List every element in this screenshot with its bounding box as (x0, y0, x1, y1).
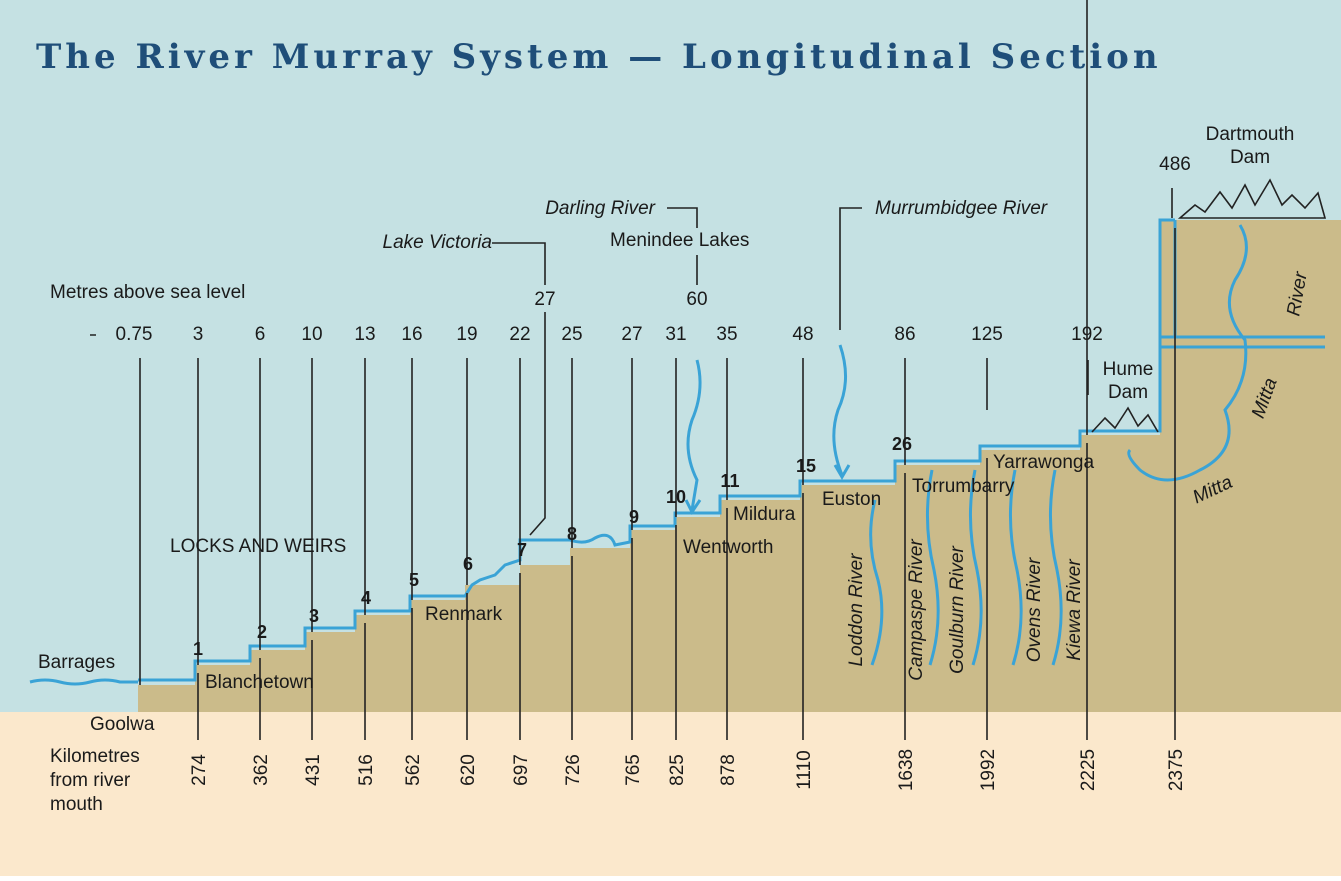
lock-number: 5 (409, 570, 419, 590)
distance-label: 274 (189, 754, 210, 786)
distance-label: 697 (511, 754, 532, 786)
lock-number: 2 (257, 622, 267, 642)
distance-label: 516 (356, 754, 377, 786)
elevation-label: 31 (665, 324, 686, 345)
upper-elevation: 27 (534, 289, 555, 310)
distance-heading: from river (50, 770, 131, 791)
distance-label: 2225 (1078, 749, 1099, 791)
tributary-label: Ovens River (1024, 557, 1045, 662)
tributary-label: Campaspe River (906, 539, 927, 681)
callout-label: Lake Victoria (383, 232, 493, 253)
distance-label: 620 (458, 754, 479, 786)
lock-number: 7 (517, 540, 527, 560)
lock-number: 26 (892, 434, 912, 454)
elevation-label: 13 (354, 324, 375, 345)
distance-label: 2375 (1166, 749, 1187, 791)
murrumbidgee-river (832, 344, 851, 480)
callout-lines (90, 188, 1173, 536)
distance-label: 1638 (896, 749, 917, 791)
elevation-label: 48 (792, 324, 813, 345)
lock-number: 6 (463, 554, 473, 574)
lock-number: 11 (720, 471, 739, 491)
elevation-label: 86 (894, 324, 915, 345)
place-label: Wentworth (683, 537, 773, 558)
tributary-waves (869, 469, 1063, 666)
lock-number: 10 (666, 487, 686, 507)
hume-mountains (1091, 406, 1159, 433)
distance-label: 765 (623, 754, 644, 786)
distance-label: 825 (667, 754, 688, 786)
elevation-label: 19 (456, 324, 477, 345)
mitta-mitta-river (1127, 224, 1248, 482)
dam-label: Hume (1103, 359, 1154, 380)
lock-number: 4 (361, 588, 371, 608)
elevation-label: 35 (716, 324, 737, 345)
lock-number: 8 (567, 524, 577, 544)
place-label: Yarrawonga (993, 452, 1094, 473)
title: The River Murray System — Longitudinal S… (36, 37, 1162, 77)
tributary-label: Loddon River (846, 553, 867, 667)
distance-label: 431 (303, 754, 324, 786)
upper-elevation: 60 (686, 289, 707, 310)
place-label: Mildura (733, 504, 796, 525)
elevation-label: 27 (621, 324, 642, 345)
locks-heading: LOCKS AND WEIRS (170, 536, 346, 557)
distance-label: 362 (251, 754, 272, 786)
place-label: Blanchetown (205, 672, 314, 693)
distance-heading: mouth (50, 794, 103, 815)
distance-label: 878 (718, 754, 739, 786)
elevation-label: 0.75 (116, 324, 153, 345)
elevation-label: 3 (193, 324, 204, 345)
lock-number: 9 (629, 507, 639, 527)
lock-number: 15 (796, 456, 816, 476)
elevation-label: 10 (301, 324, 322, 345)
distance-label: 562 (403, 754, 424, 786)
place-label: Barrages (38, 652, 115, 673)
place-label: Renmark (425, 604, 503, 625)
dam-label: Dartmouth (1206, 124, 1295, 145)
callout-label: Murrumbidgee River (875, 198, 1048, 219)
dam-label: Dam (1230, 147, 1270, 168)
elevation-label: 22 (509, 324, 530, 345)
tributary-label: Kiewa River (1064, 559, 1085, 661)
tributary-label: Goulburn River (947, 545, 968, 673)
callout-label: Darling River (545, 198, 655, 219)
dartmouth-mountains (1177, 178, 1327, 219)
darling-river (684, 359, 702, 515)
elevation-heading: Metres above sea level (50, 282, 245, 303)
elevation-label: 125 (971, 324, 1003, 345)
distance-label: 1992 (978, 749, 999, 791)
place-label: Goolwa (90, 714, 155, 735)
place-label: Torrumbarry (912, 476, 1015, 497)
distance-label: 1110 (794, 750, 815, 789)
elevation-label: 486 (1159, 154, 1191, 175)
place-label: Euston (822, 489, 881, 510)
ground (138, 220, 1341, 712)
elevation-label: 25 (561, 324, 582, 345)
distance-heading: Kilometres (50, 746, 140, 767)
lock-number: 1 (193, 639, 203, 659)
elevation-label: 6 (255, 324, 266, 345)
lock-number: 3 (309, 606, 319, 626)
river-surface (29, 218, 1175, 686)
callout-label: Menindee Lakes (610, 230, 749, 251)
distance-label: 726 (563, 754, 584, 786)
elevation-label: 16 (401, 324, 422, 345)
dam-label: Dam (1108, 382, 1148, 403)
